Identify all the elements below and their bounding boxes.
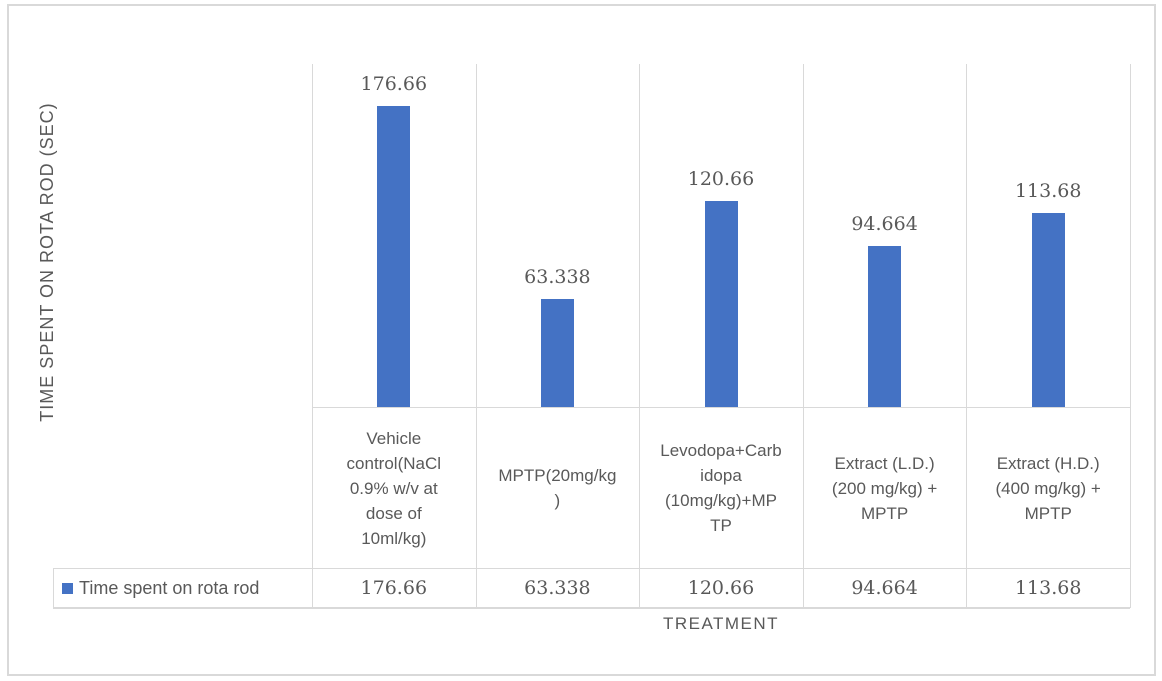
series-legend-marker-icon	[62, 582, 73, 594]
column-divider	[639, 64, 640, 608]
category-label: MPTP(20mg/kg )	[498, 466, 617, 510]
table-value-cell: 63.338	[524, 577, 591, 599]
bar-value-label: 113.68	[1014, 180, 1082, 202]
category-label: Levodopa+Carb idopa (10mg/kg)+MP TP	[660, 441, 782, 535]
bar	[540, 298, 574, 407]
table-bottom-border	[53, 607, 1130, 609]
bar-value-label: 94.664	[851, 212, 918, 235]
bar-value-label: 120.66	[687, 168, 755, 191]
bar-value-label: 176.66	[360, 72, 428, 95]
table-value-cell: 176.66	[360, 577, 428, 599]
table-value-cell: 94.664	[851, 577, 918, 599]
x-axis-title: TREATMENT	[662, 614, 780, 633]
category-label: Vehicle control(NaCl 0.9% w/v at dose of…	[346, 428, 442, 548]
bar	[868, 245, 902, 407]
column-divider	[803, 64, 804, 608]
legend-cell: Time spent on rota rod	[54, 568, 312, 608]
column-divider	[476, 64, 477, 608]
column-divider	[1130, 64, 1131, 608]
column-divider	[312, 64, 313, 608]
y-axis-title: TIME SPENT ON ROTA ROD (SEC)	[37, 102, 57, 422]
x-axis-baseline	[312, 407, 1130, 408]
category-label: Extract (L.D.) (200 mg/kg) + MPTP	[831, 453, 938, 523]
bar	[1031, 213, 1065, 407]
bar	[377, 105, 411, 407]
table-left-border	[53, 568, 54, 608]
table-top-border	[53, 568, 1130, 569]
table-value-cell: 113.68	[1014, 577, 1082, 599]
bar-value-label: 63.338	[524, 265, 591, 288]
table-value-cell: 120.66	[687, 577, 755, 599]
bar	[704, 201, 738, 407]
category-label: Extract (H.D.) (400 mg/kg) + MPTP	[995, 453, 1101, 523]
column-divider	[966, 64, 967, 608]
series-legend-label: Time spent on rota rod	[79, 577, 260, 598]
figure-border	[7, 4, 1156, 676]
